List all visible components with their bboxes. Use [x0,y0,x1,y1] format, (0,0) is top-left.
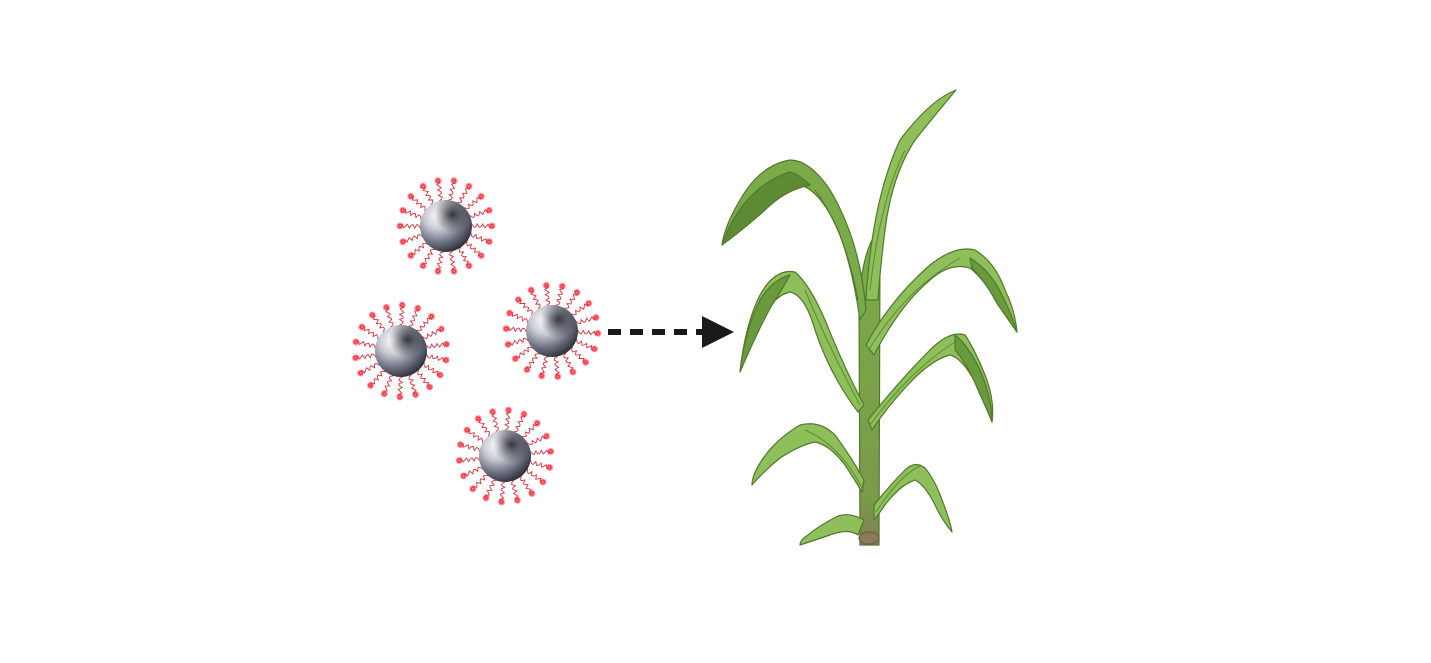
ligand-head [569,368,577,376]
ligand-head [592,313,600,322]
dashed-arrow-icon [608,316,734,348]
sphere-shade [479,430,531,482]
ligand-head [594,329,602,337]
ligand-head [542,432,551,440]
ligand-head [511,355,519,363]
ligand-head [523,366,531,374]
ligand-head [538,372,546,380]
ligand-head [414,304,422,312]
nanoparticle-icon [455,406,555,506]
ligand-head [412,391,420,399]
ligand-head [513,496,522,504]
ligand-head [380,390,388,398]
nanoparticle-icon [396,177,496,275]
ligand-head [573,288,581,296]
corn-plant-icon [721,89,1018,546]
ligand-head [456,441,464,449]
ligand-head [582,358,590,366]
ligand-head [542,281,550,289]
ligand-head [352,338,360,346]
nanoparticle-icon [351,301,451,401]
ligand-head [434,267,442,275]
ligand-head [455,456,463,465]
ligand-head [382,303,390,311]
ligand-head [419,262,427,270]
ligand-head [554,373,562,381]
ligand-head [465,262,473,270]
ligand-head [506,309,514,317]
ligand-head [558,282,566,290]
ligand-head [407,252,415,260]
nanoparticle-group [351,177,602,506]
ligand-head [502,325,510,333]
ligand-head [585,299,593,307]
ligand-head [434,177,442,185]
ligand-head [366,381,375,390]
ligand-head [477,252,485,260]
ligand-head [450,267,458,275]
ligand-head [488,222,496,230]
ligand-head [485,206,493,214]
ligand-head [351,354,360,362]
ligand-head [474,415,482,423]
ligand-head [539,478,547,486]
ligand-head [546,463,554,471]
ligand-head [520,410,528,418]
ligand-head [514,296,522,304]
ligand-head [459,472,468,480]
nanoparticle-icon [502,281,602,381]
ligand-head [419,182,427,190]
ligand-head [528,489,536,497]
ligand-head [437,325,445,333]
ligand-head [590,345,599,353]
ligand-head [504,406,513,414]
ligand-head [465,182,473,190]
ligand-head [469,485,477,493]
sphere-shade [526,305,578,357]
ligand-head [547,447,555,456]
ligand-head [396,222,404,230]
ligand-head [489,408,497,416]
ligand-head [504,340,512,349]
sphere-shade [420,200,472,252]
ligand-head [436,371,444,379]
ligand-head [482,494,490,502]
ligand-head [426,383,434,391]
ligand-head [399,206,407,214]
ligand-head [399,238,407,246]
ligand-head [357,369,365,377]
ligand-head [368,311,376,319]
ligand-head [463,426,471,434]
ligand-head [527,286,535,294]
ligand-head [485,238,493,246]
ligand-head [497,498,506,506]
sphere-shade [375,325,427,377]
ligand-head [442,356,450,364]
ligand-head [450,177,458,185]
ligand-head [427,312,436,321]
ligand-head [396,393,404,401]
ligand-head [477,192,485,200]
ligand-head [533,419,541,427]
ligand-head [442,340,451,348]
ligand-head [407,192,415,200]
ligand-head [398,301,406,309]
ligand-head [358,323,366,331]
